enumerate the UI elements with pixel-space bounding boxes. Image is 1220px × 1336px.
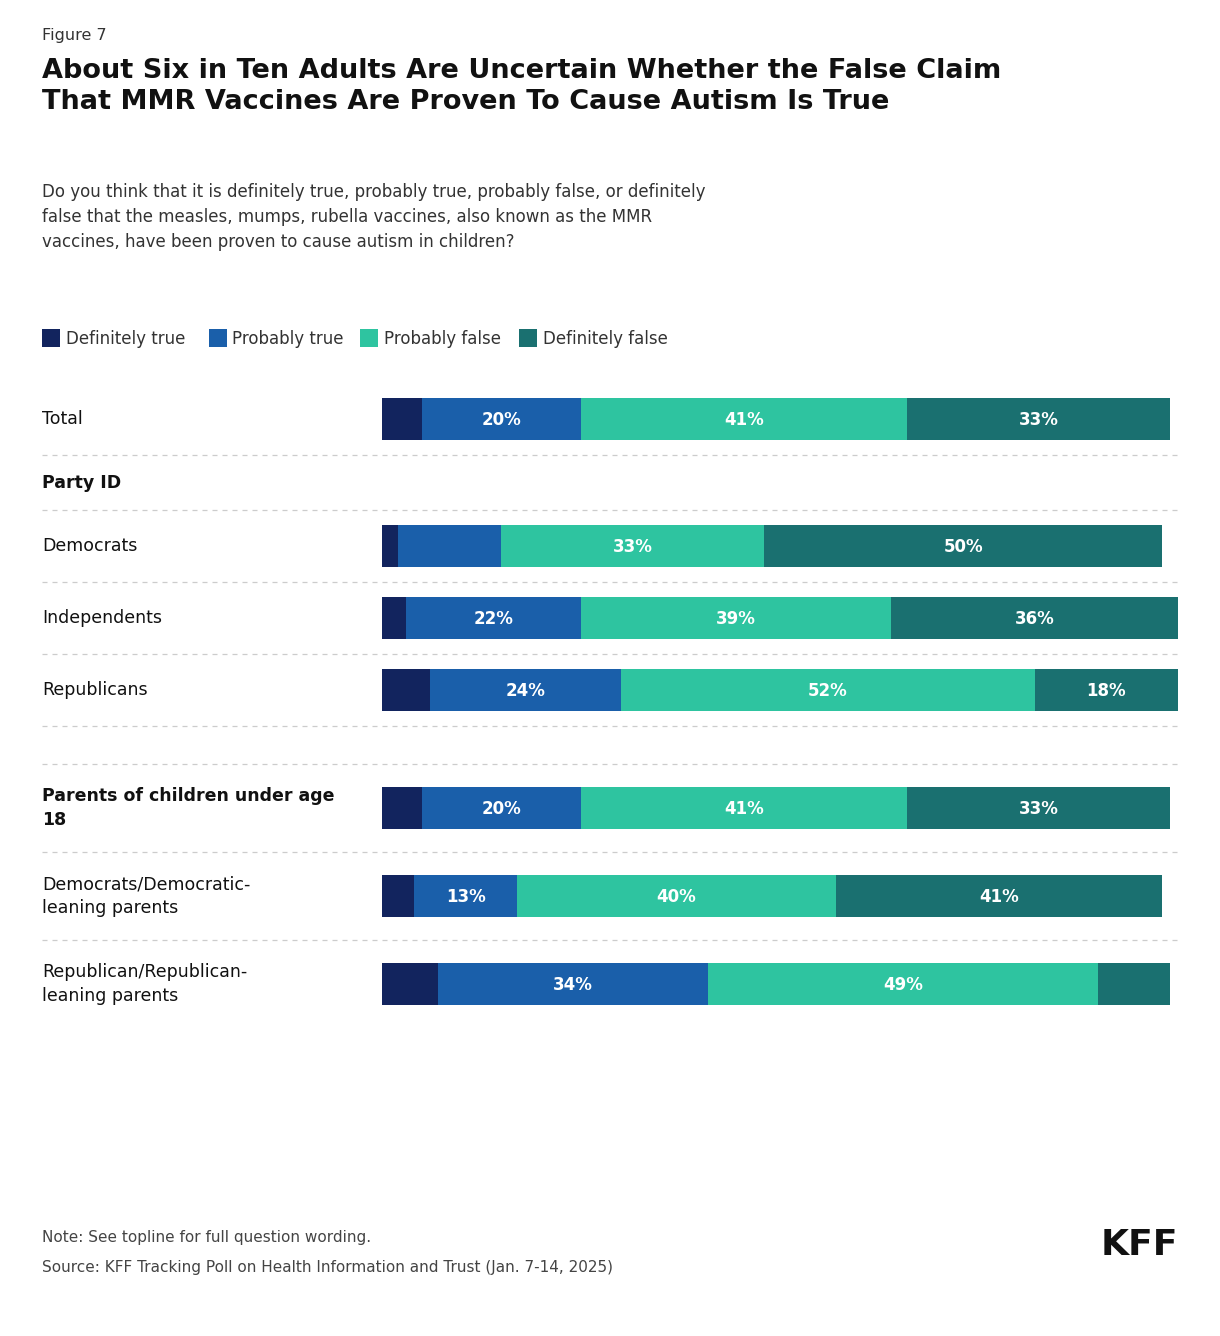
Bar	[518, 329, 537, 347]
Text: 22%: 22%	[473, 611, 514, 628]
Text: 49%: 49%	[883, 977, 924, 994]
Text: 50%: 50%	[943, 538, 983, 556]
Bar	[581, 398, 908, 440]
Bar	[382, 525, 398, 566]
Bar	[422, 787, 581, 830]
Bar	[360, 329, 378, 347]
Text: Do you think that it is definitely true, probably true, probably false, or defin: Do you think that it is definitely true,…	[41, 183, 705, 251]
Text: 20%: 20%	[482, 800, 521, 818]
Bar	[1098, 963, 1170, 1005]
Bar	[908, 398, 1170, 440]
Bar	[517, 875, 836, 916]
Bar	[382, 398, 422, 440]
Bar	[382, 787, 422, 830]
Text: 18%: 18%	[1087, 681, 1126, 700]
Bar	[422, 398, 581, 440]
Bar	[836, 875, 1163, 916]
Bar	[892, 597, 1179, 639]
Text: Definitely false: Definitely false	[543, 330, 667, 347]
Bar	[709, 963, 1098, 1005]
Bar	[382, 875, 414, 916]
Bar	[429, 669, 621, 711]
Text: 41%: 41%	[725, 800, 764, 818]
Bar	[382, 963, 438, 1005]
Text: 36%: 36%	[1015, 611, 1054, 628]
Bar	[209, 329, 227, 347]
Text: About Six in Ten Adults Are Uncertain Whether the False Claim
That MMR Vaccines : About Six in Ten Adults Are Uncertain Wh…	[41, 57, 1002, 115]
Text: 20%: 20%	[482, 411, 521, 429]
Text: Total: Total	[41, 410, 83, 428]
Text: Definitely true: Definitely true	[66, 330, 185, 347]
Text: 33%: 33%	[1019, 800, 1059, 818]
Bar	[908, 787, 1170, 830]
Bar	[621, 669, 1035, 711]
Bar	[764, 525, 1163, 566]
Bar	[41, 329, 60, 347]
Text: 52%: 52%	[808, 681, 848, 700]
Text: Note: See topline for full question wording.: Note: See topline for full question word…	[41, 1230, 371, 1245]
Text: 33%: 33%	[612, 538, 653, 556]
Text: Democrats/Democratic-
leaning parents: Democrats/Democratic- leaning parents	[41, 875, 250, 916]
Text: 41%: 41%	[978, 888, 1019, 906]
Text: Figure 7: Figure 7	[41, 28, 106, 43]
Bar	[501, 525, 764, 566]
Text: 41%: 41%	[725, 411, 764, 429]
Text: 40%: 40%	[656, 888, 697, 906]
Bar	[581, 597, 892, 639]
Text: Probably false: Probably false	[384, 330, 501, 347]
Text: 13%: 13%	[445, 888, 486, 906]
Bar	[382, 669, 429, 711]
Text: Democrats: Democrats	[41, 537, 138, 554]
Text: Party ID: Party ID	[41, 473, 121, 492]
Text: Source: KFF Tracking Poll on Health Information and Trust (Jan. 7-14, 2025): Source: KFF Tracking Poll on Health Info…	[41, 1260, 612, 1275]
Text: 39%: 39%	[716, 611, 756, 628]
Text: Republican/Republican-
leaning parents: Republican/Republican- leaning parents	[41, 963, 248, 1005]
Text: Probably true: Probably true	[233, 330, 344, 347]
Text: KFF: KFF	[1100, 1228, 1179, 1263]
Text: Independents: Independents	[41, 609, 162, 627]
Bar	[406, 597, 581, 639]
Text: Parents of children under age
18: Parents of children under age 18	[41, 787, 334, 828]
Bar	[438, 963, 709, 1005]
Bar	[581, 787, 908, 830]
Bar	[398, 525, 501, 566]
Bar	[382, 597, 406, 639]
Bar	[414, 875, 517, 916]
Text: 34%: 34%	[553, 977, 593, 994]
Bar	[1035, 669, 1179, 711]
Text: 33%: 33%	[1019, 411, 1059, 429]
Text: 24%: 24%	[505, 681, 545, 700]
Text: Republicans: Republicans	[41, 681, 148, 699]
